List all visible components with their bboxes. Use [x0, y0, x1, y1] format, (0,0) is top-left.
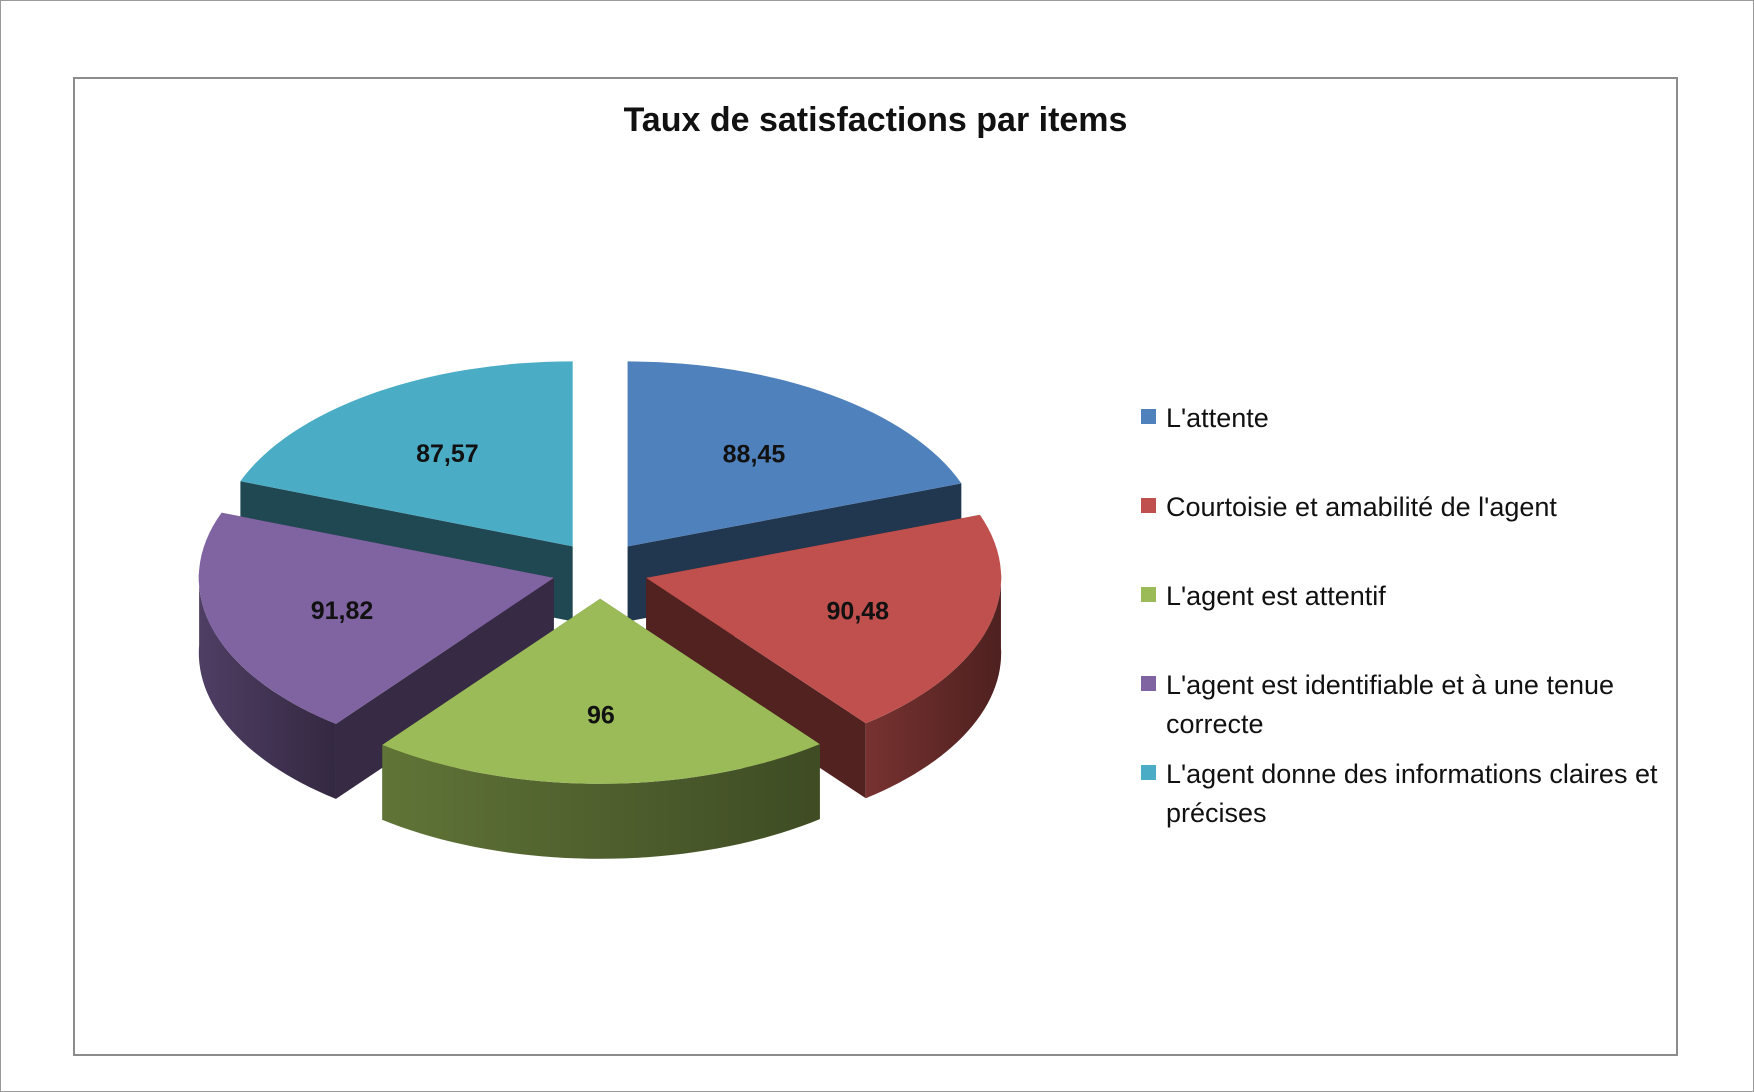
- data-label: 90,48: [827, 597, 890, 625]
- slice-top-face: [382, 598, 820, 784]
- chart-title: Taux de satisfactions par items: [623, 101, 1128, 139]
- slice-outer-shade: [865, 571, 1002, 799]
- legend-item: L'agent est attentif: [1141, 577, 1661, 616]
- legend-swatch: [1141, 409, 1156, 424]
- data-label: 88,45: [723, 441, 786, 469]
- data-label: 96: [587, 701, 615, 729]
- legend-swatch: [1141, 587, 1156, 602]
- legend-swatch: [1141, 498, 1156, 513]
- slice-outer-shade: [382, 744, 820, 859]
- legend-item: L'attente: [1141, 399, 1661, 438]
- slice-top-face: [627, 361, 962, 547]
- legend: L'attente Courtoisie et amabilité de l'a…: [1141, 399, 1661, 833]
- pie-chart: 88,45 90,48 96 91,82 87,57: [198, 361, 1002, 859]
- legend-item: L'agent est identifiable et à une tenue …: [1141, 666, 1661, 744]
- legend-label: L'agent est identifiable et à une tenue …: [1166, 670, 1615, 739]
- legend-item: Courtoisie et amabilité de l'agent: [1141, 488, 1661, 527]
- chart-area: 88,45 90,48 96 91,82 87,57 Taux de satisfact…: [73, 77, 1678, 1056]
- legend-label: L'agent est attentif: [1166, 581, 1386, 611]
- pie-slice: [382, 598, 820, 859]
- legend-label: L'attente: [1166, 403, 1269, 433]
- legend-swatch: [1141, 765, 1156, 780]
- slice-top-face: [240, 361, 573, 547]
- legend-label: L'agent donne des informations claires e…: [1166, 759, 1658, 828]
- slice-top-face: [198, 512, 554, 724]
- legend-item: L'agent donne des informations claires e…: [1141, 755, 1661, 833]
- legend-label: Courtoisie et amabilité de l'agent: [1166, 492, 1557, 522]
- data-label: 91,82: [311, 597, 374, 625]
- legend-swatch: [1141, 676, 1156, 691]
- slice-top-face: [646, 514, 1002, 724]
- data-label: 87,57: [416, 440, 479, 468]
- slice-outer-shade: [198, 570, 336, 799]
